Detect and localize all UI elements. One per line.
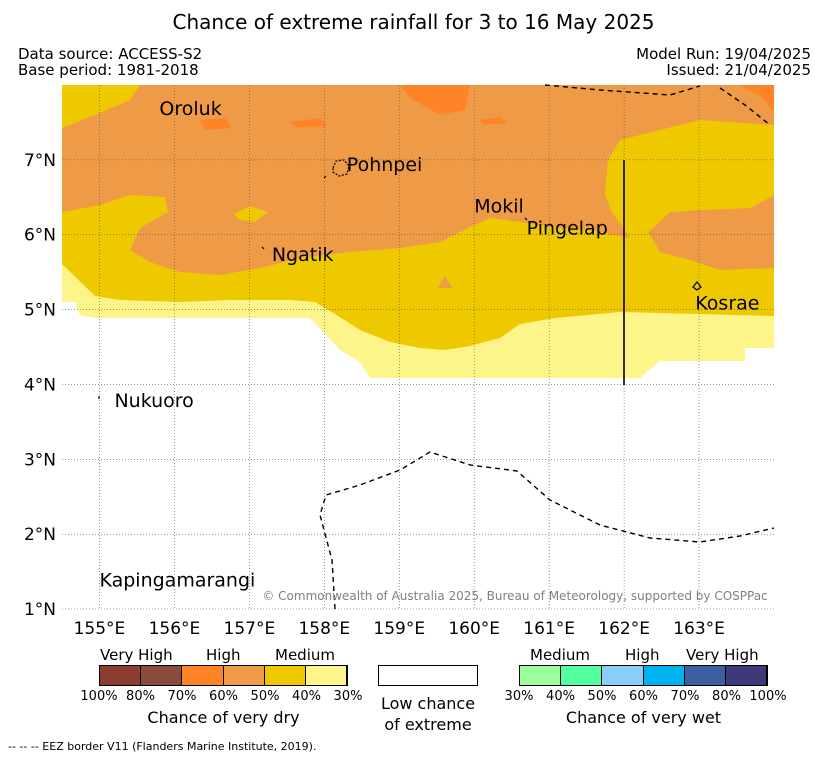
metadata-left: Data source: ACCESS-S2 Base period: 1981… [18, 46, 202, 78]
legend-swatch [602, 666, 644, 685]
low-chance-swatch [378, 665, 478, 686]
legend-swatch [100, 666, 142, 685]
legend-tick-label: 100% [80, 689, 118, 704]
low-chance-label-line1: Low chance [380, 694, 476, 713]
legend-swatch [141, 666, 183, 685]
dry-60-70-region [400, 85, 470, 115]
eez-border [319, 84, 775, 610]
legend-swatch [643, 666, 685, 685]
latitude-tick-label: 4°N [24, 375, 56, 395]
latitude-tick-label: 3°N [24, 450, 56, 470]
legend-swatch [725, 666, 768, 685]
wet-category-very-high: Very High [686, 646, 759, 664]
longitude-tick-label: 156°E [149, 619, 201, 639]
base-period: Base period: 1981-2018 [18, 61, 199, 79]
longitude-tick-label: 160°E [448, 619, 500, 639]
latitude-tick-label: 7°N [24, 151, 56, 171]
dry-category-high: High [206, 646, 241, 664]
islet [323, 175, 327, 179]
probability-field [62, 85, 774, 609]
place-label-kapingamarangi: Kapingamarangi [99, 570, 255, 592]
latitude-tick-label: 6°N [24, 226, 56, 246]
dry-category-very-high: Very High [100, 646, 173, 664]
latitude-tick-label: 2°N [24, 525, 56, 545]
dry-50-60-region [62, 85, 140, 128]
latitude-tick-label: 1°N [24, 600, 56, 620]
ngatik-islet [261, 246, 265, 250]
wet-category-medium: Medium [530, 646, 590, 664]
dry-color-bar [99, 665, 348, 686]
copyright-notice: © Commonwealth of Australia 2025, Bureau… [262, 589, 767, 603]
legend-tick-label: 60% [209, 689, 238, 704]
longitude-tick-label: 162°E [598, 619, 650, 639]
legend-tick-label: 30% [504, 689, 534, 704]
place-label-mokil: Mokil [474, 195, 524, 217]
legend-tick-label: 50% [250, 689, 280, 704]
dry-50-60-region [438, 276, 452, 288]
pingelap-islet [524, 217, 528, 221]
place-label-oroluk: Oroluk [159, 98, 221, 120]
legend-swatch [305, 666, 348, 685]
legend-swatch [520, 666, 562, 685]
graticule [62, 85, 774, 610]
dry-50-60-region [62, 85, 774, 275]
longitude-tick-label: 159°E [373, 619, 425, 639]
island-outlines [98, 159, 702, 399]
data-source: Data source: ACCESS-S2 [18, 45, 203, 63]
latitude-tick-label: 5°N [24, 301, 56, 321]
wet-legend-title: Chance of very wet [565, 708, 722, 727]
dry-60-70-region [480, 117, 508, 125]
legend-tick-label: 40% [546, 689, 575, 704]
issued-date: Issued: 21/04/2025 [666, 61, 811, 79]
axis-labels: 155°E 156°E 157°E 158°E 159°E 160°E 161°E 162°E… [24, 151, 725, 639]
dry-category-medium: Medium [275, 646, 335, 664]
longitude-tick-label: 157°E [224, 619, 276, 639]
dry-60-70-region [740, 85, 774, 112]
longitude-tick-label: 161°E [523, 619, 575, 639]
wet-color-bar [519, 665, 768, 686]
kosrae-island [692, 281, 702, 291]
place-label-kosrae: Kosrae [695, 293, 759, 315]
legend-swatch [182, 666, 224, 685]
model-run: Model Run: 19/04/2025 [636, 45, 811, 63]
wet-category-high: High [625, 646, 660, 664]
low-chance-label-line2: of extreme [384, 715, 472, 734]
longitude-tick-label: 155°E [74, 619, 126, 639]
place-label-nukuoro: Nukuoro [114, 390, 193, 412]
legend-swatch [264, 666, 306, 685]
legend-swatch [223, 666, 265, 685]
longitude-tick-label: 158°E [298, 619, 350, 639]
dry-60-70-region [200, 118, 232, 130]
legend-tick-label: 60% [629, 689, 658, 704]
legend-tick-label: 100% [749, 689, 787, 704]
dry-60-70-region [290, 118, 328, 128]
legend-tick-label: 80% [126, 689, 155, 704]
eez-footnote: -- -- -- EEZ border V11 (Flanders Marine… [8, 740, 317, 753]
legend-swatch [561, 666, 603, 685]
legend-swatch [684, 666, 726, 685]
legend-tick-label: 30% [333, 689, 363, 704]
longitude-tick-label: 163°E [673, 619, 725, 639]
legend-tick-label: 70% [670, 689, 700, 704]
dry-50-60-region [605, 126, 774, 238]
dry-legend-title: Chance of very dry [147, 708, 300, 727]
place-label-pingelap: Pingelap [527, 218, 608, 240]
legend-tick-label: 40% [292, 689, 321, 704]
place-label-pohnpei: Pohnpei [347, 154, 423, 176]
metadata-right: Model Run: 19/04/2025 Issued: 21/04/2025 [636, 46, 811, 78]
place-label-ngatik: Ngatik [272, 244, 334, 266]
legend-tick-label: 50% [587, 689, 617, 704]
legend-tick-label: 70% [167, 689, 197, 704]
dry-50-60-region [234, 206, 268, 222]
map-title: Chance of extreme rainfall for 3 to 16 M… [172, 10, 655, 34]
legend-tick-label: 80% [712, 689, 741, 704]
pohnpei-island [332, 159, 350, 177]
